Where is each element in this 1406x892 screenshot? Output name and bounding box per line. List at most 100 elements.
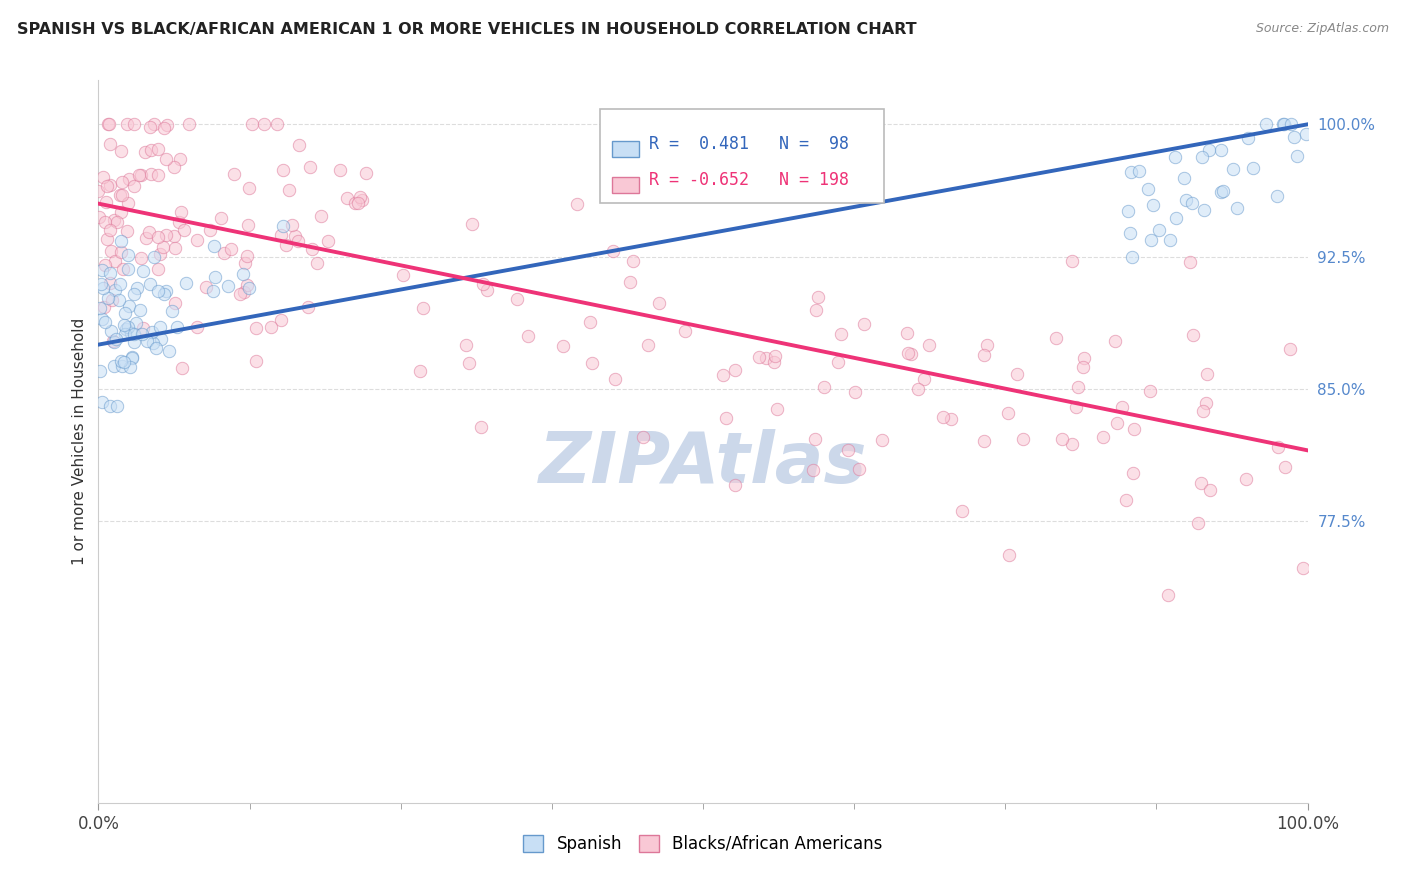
Point (976, 338, 998, 352)
Point (143, 251, 166, 265)
Point (236, 219, 259, 233)
Point (837, 442, 859, 457)
Legend: Spanish, Blacks/African Americans: Spanish, Blacks/African Americans (517, 828, 889, 860)
Point (125, 316, 148, 330)
Point (89, 301, 111, 315)
Point (1191, 150, 1213, 164)
Point (103, 359, 125, 374)
Point (148, 142, 170, 156)
Point (124, 287, 146, 301)
Point (160, 304, 183, 318)
Point (1285, 149, 1308, 163)
Point (134, 145, 156, 160)
Point (169, 152, 191, 166)
Point (581, 356, 603, 370)
Point (1187, 516, 1209, 531)
Point (110, 245, 132, 260)
Point (155, 227, 177, 242)
Point (1157, 589, 1180, 603)
Point (155, 284, 177, 298)
Point (87, 185, 110, 199)
Point (236, 277, 259, 292)
Point (91, 170, 114, 185)
Point (1045, 331, 1067, 345)
Point (170, 361, 193, 376)
Point (631, 430, 654, 444)
Point (94, 258, 117, 272)
Point (94, 195, 117, 210)
Point (844, 384, 866, 399)
Point (1139, 233, 1161, 247)
Point (115, 117, 138, 131)
Point (602, 244, 624, 258)
Point (143, 117, 166, 131)
Point (1180, 254, 1202, 268)
Point (553, 339, 575, 353)
Point (973, 434, 995, 449)
Point (1119, 165, 1142, 179)
Point (141, 143, 163, 157)
Point (131, 326, 153, 341)
Point (900, 347, 922, 361)
Point (112, 262, 135, 277)
Point (813, 379, 835, 393)
Point (89, 364, 111, 378)
Point (118, 172, 141, 186)
Point (472, 277, 495, 291)
Point (412, 301, 434, 315)
Point (93, 300, 115, 314)
Point (111, 188, 134, 202)
Point (108, 187, 131, 202)
Point (141, 325, 163, 339)
Point (307, 255, 329, 269)
Point (132, 264, 155, 278)
Point (186, 233, 208, 247)
Point (104, 283, 127, 297)
Point (245, 353, 267, 368)
Point (136, 334, 159, 349)
Point (157, 343, 180, 358)
Point (163, 228, 186, 243)
Point (801, 463, 824, 477)
Point (997, 549, 1019, 563)
Point (470, 420, 492, 434)
Point (804, 303, 827, 318)
Point (716, 410, 738, 425)
Point (1139, 384, 1161, 398)
Point (1211, 144, 1233, 158)
Point (128, 168, 150, 182)
Point (141, 167, 163, 181)
Point (391, 268, 413, 282)
Point (1274, 117, 1296, 131)
Point (1199, 483, 1222, 497)
Point (110, 234, 132, 248)
Point (217, 278, 239, 293)
Point (115, 224, 138, 238)
Point (97, 117, 120, 131)
Point (110, 353, 132, 368)
Point (1105, 416, 1128, 430)
Point (1007, 367, 1029, 381)
Point (98, 117, 121, 131)
Point (918, 338, 941, 352)
Point (347, 195, 370, 210)
Point (619, 275, 641, 289)
Point (1173, 171, 1195, 186)
Point (1116, 204, 1139, 219)
Point (755, 351, 778, 366)
Point (349, 190, 371, 204)
Point (274, 237, 297, 252)
Point (1292, 560, 1315, 574)
Point (245, 321, 267, 335)
Point (1265, 189, 1288, 203)
Point (240, 117, 263, 131)
Point (1012, 433, 1035, 447)
Point (329, 163, 352, 178)
Point (139, 277, 162, 291)
Point (1192, 203, 1215, 218)
Point (169, 215, 191, 229)
Point (1182, 327, 1205, 342)
Point (152, 286, 174, 301)
Point (177, 117, 200, 131)
Point (1115, 492, 1137, 507)
